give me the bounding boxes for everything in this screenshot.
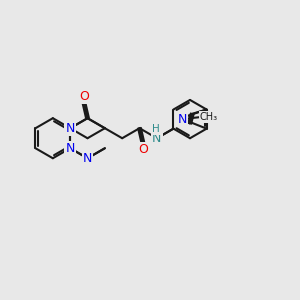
Text: O: O [138, 143, 148, 156]
Text: N: N [65, 122, 75, 135]
Text: H: H [152, 124, 160, 134]
Text: O: O [79, 91, 89, 103]
Text: N: N [152, 132, 162, 145]
Text: N: N [83, 152, 92, 165]
Text: CH₃: CH₃ [200, 112, 217, 122]
Text: N: N [178, 112, 187, 126]
Text: N: N [65, 142, 75, 155]
